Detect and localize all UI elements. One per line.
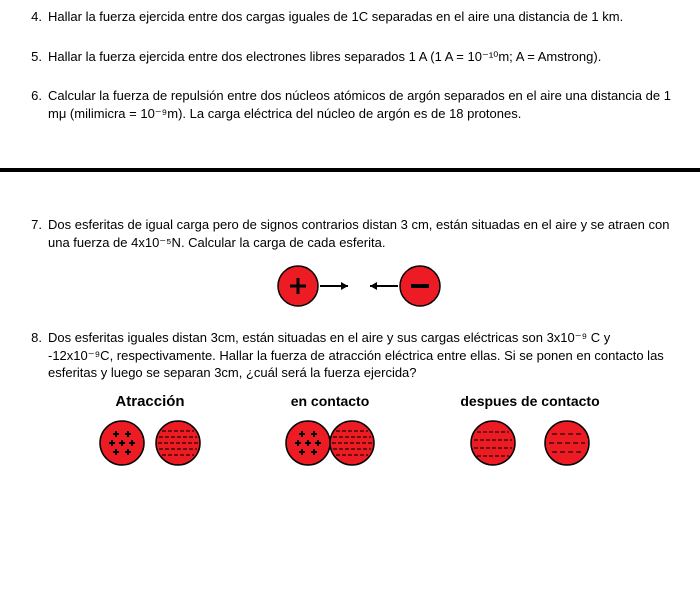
sphere-positive-icon bbox=[97, 418, 147, 468]
problem-number: 8. bbox=[24, 329, 48, 382]
problem-6: 6. Calcular la fuerza de repulsión entre… bbox=[24, 87, 676, 122]
section-divider bbox=[0, 168, 700, 172]
sphere-mixed-left-icon bbox=[468, 418, 518, 468]
label-attraction: Atracción bbox=[60, 392, 240, 412]
attraction-diagram-icon bbox=[220, 261, 480, 311]
sphere-mixed-right-icon bbox=[542, 418, 592, 468]
spheres-contact-icon bbox=[282, 418, 378, 468]
fig8-contact bbox=[240, 418, 420, 468]
problem-text: Hallar la fuerza ejercida entre dos elec… bbox=[48, 48, 676, 66]
problem-number: 5. bbox=[24, 48, 48, 66]
fig8-after bbox=[420, 418, 640, 468]
label-contact: en contacto bbox=[240, 392, 420, 411]
problem-number: 4. bbox=[24, 8, 48, 26]
label-after: despues de contacto bbox=[420, 392, 640, 411]
figure-7 bbox=[24, 261, 676, 311]
figure-8 bbox=[24, 418, 676, 468]
fig8-attraction bbox=[60, 418, 240, 468]
problem-7: 7. Dos esferitas de igual carga pero de … bbox=[24, 216, 676, 251]
problem-text: Calcular la fuerza de repulsión entre do… bbox=[48, 87, 676, 122]
figure-8-labels: Atracción en contacto despues de contact… bbox=[24, 392, 676, 412]
problem-text: Dos esferitas iguales distan 3cm, están … bbox=[48, 329, 676, 382]
sphere-negative-icon bbox=[153, 418, 203, 468]
problem-text: Hallar la fuerza ejercida entre dos carg… bbox=[48, 8, 676, 26]
problem-4: 4. Hallar la fuerza ejercida entre dos c… bbox=[24, 8, 676, 26]
problem-5: 5. Hallar la fuerza ejercida entre dos e… bbox=[24, 48, 676, 66]
problem-number: 7. bbox=[24, 216, 48, 251]
problem-text: Dos esferitas de igual carga pero de sig… bbox=[48, 216, 676, 251]
problem-number: 6. bbox=[24, 87, 48, 122]
problem-8: 8. Dos esferitas iguales distan 3cm, est… bbox=[24, 329, 676, 382]
